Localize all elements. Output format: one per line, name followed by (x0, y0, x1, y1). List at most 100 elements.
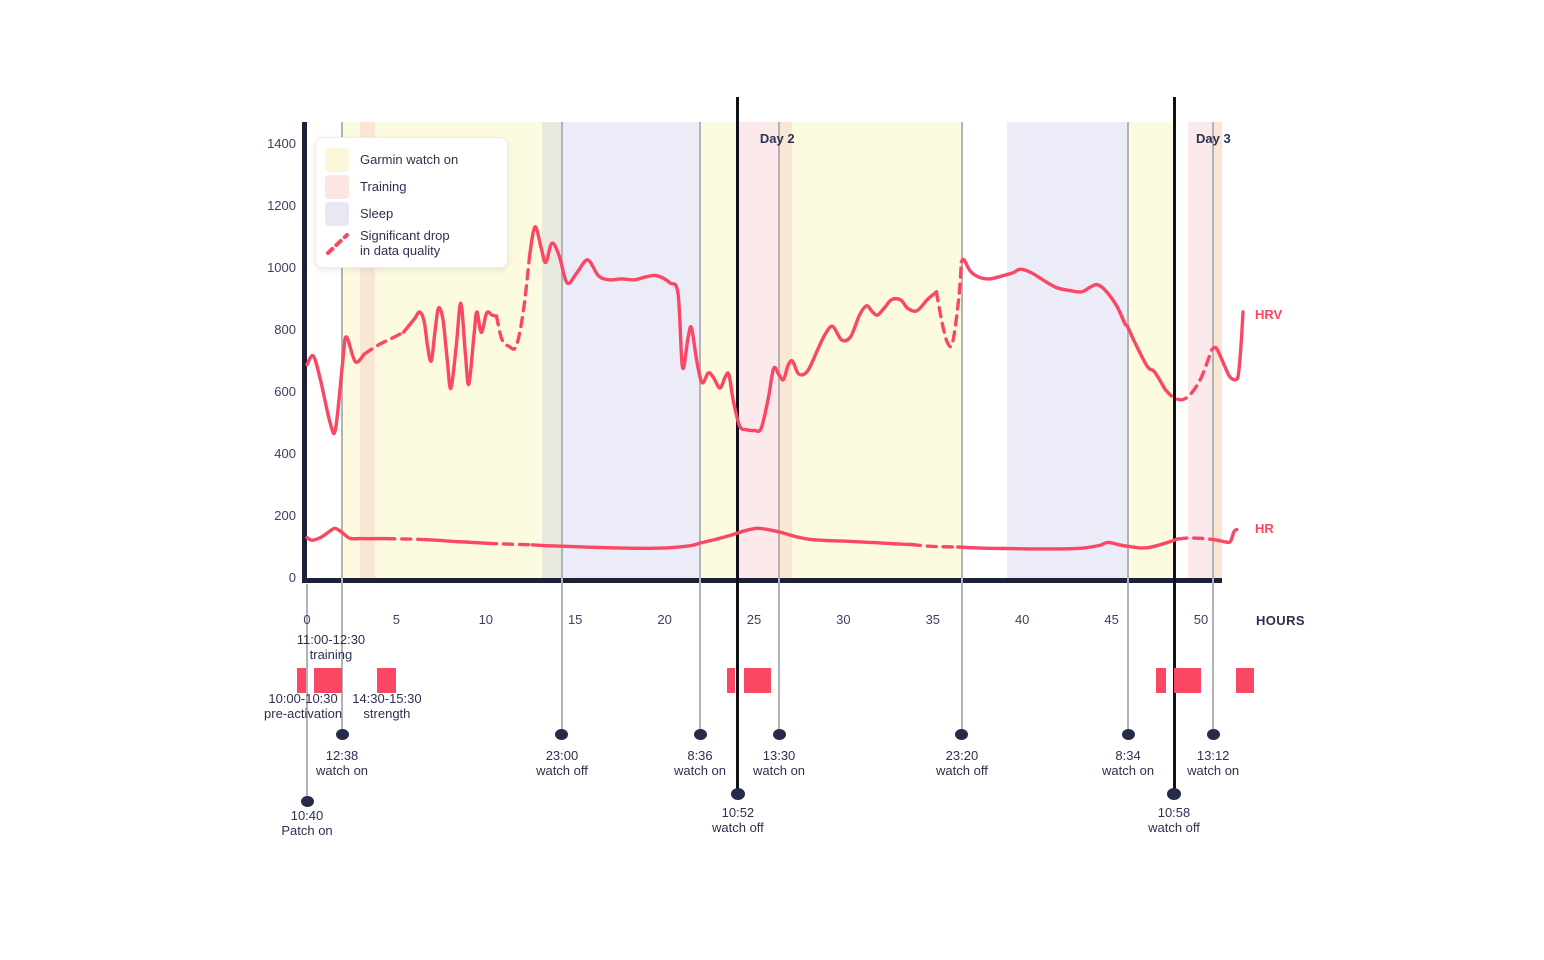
training-bar (376, 668, 397, 693)
sleep-band (541, 122, 700, 578)
hrv-curve-solid-segment (527, 225, 939, 433)
day-boundary-line (1172, 97, 1176, 794)
x-tick-label: 35 (925, 612, 941, 627)
legend-item-label: Training (360, 179, 407, 194)
patch-event-label: 10:40 Patch on (281, 808, 333, 838)
watch-on-band (700, 122, 738, 578)
y-tick-label: 600 (274, 384, 296, 399)
hrv-curve-solid-segment (959, 257, 1167, 392)
x-tick-label: 20 (657, 612, 672, 627)
patch-event-dot (300, 795, 314, 807)
hr-curve-solid-segment (305, 526, 388, 542)
y-tick-label: 1000 (267, 260, 296, 275)
background-bands-layer (302, 122, 1222, 578)
hrv-curve-dashed-segment (362, 330, 406, 356)
event-stem (1212, 122, 1215, 734)
y-tick-label: 1400 (267, 136, 296, 151)
watch-event-label: 8:34 watch on (1102, 748, 1155, 778)
watch-event-dot (555, 728, 569, 740)
training-bar (296, 668, 306, 693)
hrv-curve-solid-segment (305, 335, 366, 436)
training-bar (743, 668, 771, 693)
watch-event-label: 23:20 watch off (936, 748, 988, 778)
event-stem (960, 122, 963, 734)
day-label: Day 2 (759, 131, 795, 146)
legend-item-label: Significant drop in data quality (360, 228, 450, 258)
hrv-curve-dashed-segment (494, 253, 532, 351)
training-bar (1174, 668, 1201, 693)
hrv-curve-dashed-segment (1163, 348, 1214, 402)
watch-on-swatch (325, 147, 349, 172)
x-tick-label: 15 (567, 612, 583, 627)
x-tick-label: 40 (1014, 612, 1030, 627)
hrv-curve-solid-segment (1210, 310, 1245, 382)
training-annotation: 10:00-10:30 pre-activation (264, 691, 343, 721)
hr-curve-solid-segment (530, 526, 913, 551)
x-axis-title: HOURS (1256, 613, 1305, 628)
day-event-dot (730, 788, 745, 800)
day-event-label: 10:52 watch off (712, 805, 764, 835)
x-tick-label: 45 (1104, 612, 1119, 627)
hr-curve-solid-segment (956, 537, 1180, 551)
watch-event-label: 13:30 watch on (753, 748, 806, 778)
legend-item: Significant drop in data quality (325, 228, 495, 258)
watch-on-band (779, 122, 962, 578)
training-bar (1235, 668, 1254, 693)
watch-event-dot (335, 728, 349, 740)
patch-event-stem (306, 584, 308, 801)
hr-curve-solid-segment (416, 537, 490, 545)
hrv-series-label: HRV (1255, 307, 1283, 323)
x-tick-label: 5 (392, 612, 401, 627)
watch-event-dot (1121, 728, 1135, 740)
legend-item: Garmin watch on (325, 147, 495, 172)
watch-event-dot (772, 728, 786, 740)
day-label: Day 3 (1196, 131, 1231, 146)
legend: Garmin watch on Training Sleep Significant … (315, 137, 508, 268)
hr-curve-dashed-segment (909, 542, 960, 549)
y-tick-label: 1200 (267, 198, 296, 213)
y-tick-label: 200 (274, 508, 296, 523)
watch-event-label: 23:00 watch off (536, 748, 588, 778)
hrv-curve-dashed-segment (934, 260, 964, 349)
event-stem (341, 122, 344, 734)
y-tick-label: 400 (274, 446, 296, 461)
hrv-curve-solid-segment (401, 301, 499, 391)
hr-series-label: HR (1255, 521, 1274, 537)
y-tick-label: 0 (288, 570, 296, 585)
legend-item: Training (325, 174, 495, 199)
training-annotation: 14:30-15:30 strength (352, 691, 422, 721)
training-bar (727, 668, 736, 693)
event-stem (560, 122, 563, 734)
watch-event-label: 8:36 watch on (673, 748, 727, 778)
event-stem (1127, 122, 1130, 734)
x-tick-label: 25 (746, 612, 762, 627)
training-annotation: 11:00-12:30 training (296, 632, 366, 662)
event-stem (778, 122, 781, 734)
x-tick-label: 0 (303, 612, 311, 627)
x-axis-line (302, 578, 1222, 583)
sleep-band (1007, 122, 1129, 578)
hr-curve-dashed-segment (1176, 536, 1221, 543)
y-tick-label: 800 (274, 322, 296, 337)
watch-event-dot (1206, 728, 1220, 740)
x-tick-label: 50 (1193, 612, 1209, 627)
hr-curve-dashed-segment (384, 536, 420, 541)
hr-curve-dashed-segment (485, 541, 534, 547)
training-swatch (325, 174, 349, 199)
watch-event-dot (693, 728, 707, 740)
watch-event-dot (955, 728, 969, 740)
sleep-swatch (325, 201, 349, 226)
legend-item-label: Sleep (360, 206, 394, 221)
day-event-label: 10:58 watch off (1148, 805, 1200, 835)
hr-curve-solid-segment (1217, 527, 1239, 545)
training-bar (1155, 668, 1166, 693)
event-stem (699, 122, 701, 734)
day-boundary-line (736, 97, 740, 794)
x-tick-label: 30 (836, 612, 851, 627)
training-bar (313, 668, 343, 693)
